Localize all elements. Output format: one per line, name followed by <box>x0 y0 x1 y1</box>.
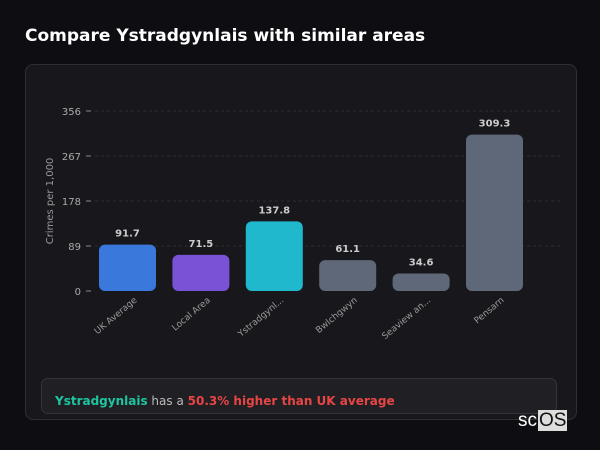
x-tick-label: UK Average <box>93 295 140 337</box>
bar-value-label: 71.5 <box>189 239 214 250</box>
summary-area: Ystradgynlais <box>55 394 148 408</box>
bar <box>172 254 230 291</box>
x-tick-label: Seaview an... <box>381 296 434 342</box>
y-tick-label: 178 <box>62 197 81 208</box>
summary-comparison: 50.3% higher than UK average <box>187 394 395 408</box>
bar-value-label: 91.7 <box>115 229 140 240</box>
logo: sc OS <box>517 410 568 432</box>
bar <box>466 134 523 291</box>
summary-text: has a <box>147 394 188 408</box>
y-axis-label: Crimes per 1,000 <box>45 158 56 245</box>
bar <box>392 273 450 291</box>
bar <box>99 244 156 291</box>
logo-box: OS <box>538 410 568 431</box>
bar-value-label: 34.6 <box>409 258 434 269</box>
bar-value-label: 61.1 <box>335 244 360 255</box>
x-tick-label: Ystradgynl... <box>236 296 286 341</box>
bar-value-label: 309.3 <box>479 119 511 130</box>
summary-box: Ystradgynlais has a 50.3% higher than UK… <box>41 378 557 414</box>
y-tick-label: 267 <box>62 152 81 163</box>
bar <box>319 260 377 291</box>
x-tick-label: Pensarn <box>473 296 507 327</box>
y-tick-label: 0 <box>75 287 81 298</box>
x-tick-label: Local Area <box>170 296 212 334</box>
bar <box>245 221 303 291</box>
bar-value-label: 137.8 <box>258 205 290 216</box>
y-tick-label: 89 <box>68 242 81 253</box>
logo-prefix: sc <box>518 410 537 431</box>
y-tick-label: 356 <box>62 107 81 118</box>
x-tick-label: Bwlchgwyn <box>314 296 359 336</box>
page-title: Compare Ystradgynlais with similar areas <box>25 26 426 46</box>
